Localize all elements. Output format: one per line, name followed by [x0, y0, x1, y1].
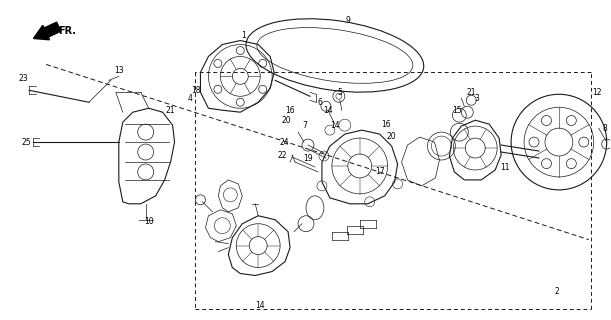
Text: 15: 15	[453, 106, 462, 115]
Circle shape	[258, 60, 266, 68]
Text: 9: 9	[345, 16, 350, 25]
Text: 25: 25	[21, 138, 31, 147]
Text: 21: 21	[166, 106, 175, 115]
Text: 24: 24	[279, 138, 289, 147]
Text: 11: 11	[500, 164, 510, 172]
Text: 14: 14	[330, 121, 340, 130]
Text: 4: 4	[188, 94, 193, 103]
Text: 20: 20	[281, 116, 291, 125]
Text: 19: 19	[303, 154, 313, 163]
Circle shape	[541, 159, 552, 169]
Circle shape	[529, 137, 539, 147]
Text: 18: 18	[191, 86, 200, 95]
Text: 23: 23	[18, 74, 28, 83]
Text: 16: 16	[381, 120, 390, 129]
Circle shape	[236, 98, 244, 106]
Circle shape	[566, 116, 576, 125]
Circle shape	[566, 159, 576, 169]
Text: 21: 21	[467, 88, 476, 97]
Circle shape	[214, 85, 222, 93]
Text: 7: 7	[302, 121, 307, 130]
Text: 12: 12	[592, 88, 601, 97]
Text: 13: 13	[114, 66, 123, 75]
Text: 14: 14	[255, 301, 265, 310]
Text: 16: 16	[285, 106, 295, 115]
Text: 17: 17	[375, 167, 384, 176]
FancyArrow shape	[34, 22, 61, 40]
Text: 6: 6	[318, 98, 323, 107]
Text: 1: 1	[241, 31, 246, 40]
Circle shape	[236, 46, 244, 54]
Text: 22: 22	[277, 150, 287, 160]
Text: 3: 3	[475, 94, 480, 103]
Text: 5: 5	[337, 88, 342, 97]
Text: 14: 14	[323, 106, 333, 115]
Text: 8: 8	[602, 124, 607, 132]
Circle shape	[541, 116, 552, 125]
Text: 20: 20	[387, 132, 397, 140]
Circle shape	[258, 85, 266, 93]
Circle shape	[579, 137, 589, 147]
Text: 10: 10	[144, 217, 153, 226]
Circle shape	[214, 60, 222, 68]
Text: FR.: FR.	[58, 26, 76, 36]
Text: 2: 2	[555, 287, 559, 296]
